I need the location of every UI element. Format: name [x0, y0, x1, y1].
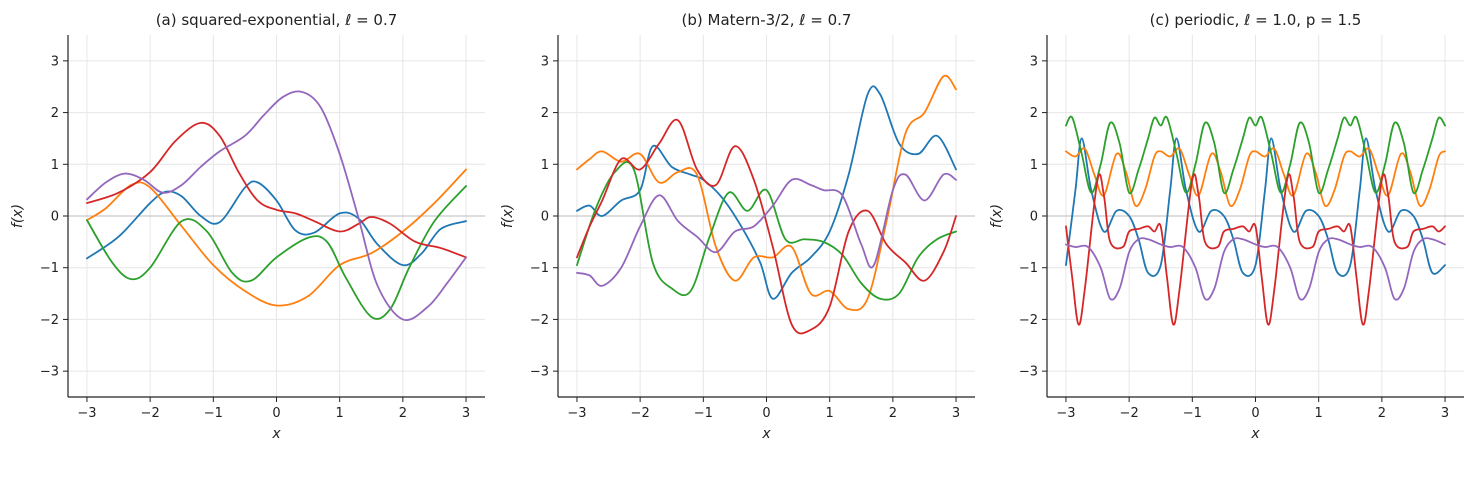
- y-tick-label: 2: [541, 106, 549, 121]
- series-line-5: [576, 172, 957, 287]
- x-tick-label: −3: [567, 406, 586, 421]
- y-tick-label: −2: [530, 313, 549, 328]
- x-tick-label: −1: [204, 406, 223, 421]
- y-tick-label: 1: [541, 158, 549, 173]
- x-tick-label: −2: [141, 406, 160, 421]
- x-axis-label: x: [1250, 426, 1260, 442]
- y-axis-label: f(x): [10, 204, 26, 228]
- x-tick-label: 0: [272, 406, 280, 421]
- series-line-3: [86, 185, 467, 320]
- series-line-4: [1065, 173, 1446, 326]
- y-tick-label: 2: [1030, 106, 1038, 121]
- x-tick-label: −2: [1120, 406, 1139, 421]
- x-tick-label: −3: [77, 406, 96, 421]
- series-line-3: [576, 161, 957, 301]
- y-tick-label: 3: [1030, 54, 1038, 69]
- y-tick-label: 0: [1030, 210, 1038, 225]
- y-tick-label: −3: [1019, 365, 1038, 380]
- series-line-4: [576, 118, 957, 335]
- x-tick-label: 3: [462, 406, 470, 421]
- series-line-2: [576, 74, 957, 312]
- y-tick-label: 1: [1030, 158, 1038, 173]
- y-axis-label: f(x): [989, 204, 1005, 228]
- y-tick-label: 0: [541, 210, 549, 225]
- y-tick-label: 0: [51, 210, 59, 225]
- y-axis-label: f(x): [500, 204, 516, 228]
- chart-title: (b) Matern-3/2, ℓ = 0.7: [682, 11, 852, 29]
- series-line-1: [576, 85, 957, 300]
- x-tick-label: 2: [889, 406, 897, 421]
- x-tick-label: 1: [1315, 406, 1323, 421]
- x-axis-label: x: [271, 426, 281, 442]
- panel-matern-3-2: −3 −2 −1 0 1 2 3 −3 −2 −1 0 1 2 3 (b) Matern-3/2, ℓ = …: [500, 11, 975, 442]
- series-line-1: [1065, 137, 1446, 277]
- chart-title: (a) squared-exponential, ℓ = 0.7: [156, 11, 398, 29]
- x-tick-label: 1: [336, 406, 344, 421]
- x-tick-label: −1: [694, 406, 713, 421]
- panel-squared-exponential: −3 −2 −1 0 1 2 3 −3 −2 −1 0 1 2 3 (a) squared-exponent…: [10, 11, 485, 442]
- panel-periodic: −3 −2 −1 0 1 2 3 −3 −2 −1 0 1 2 3 (c) periodic, ℓ = 1.…: [989, 11, 1464, 442]
- series-line-5: [1065, 237, 1446, 301]
- x-tick-label: −1: [1183, 406, 1202, 421]
- y-tick-label: −1: [530, 261, 549, 276]
- y-tick-label: −1: [40, 261, 59, 276]
- series-line-1: [86, 180, 467, 267]
- x-axis-label: x: [761, 426, 771, 442]
- x-tick-label: −2: [631, 406, 650, 421]
- x-tick-label: 0: [1251, 406, 1259, 421]
- x-tick-label: 3: [952, 406, 960, 421]
- x-tick-label: 3: [1441, 406, 1449, 421]
- y-tick-label: 1: [51, 158, 59, 173]
- series-group: [576, 74, 957, 335]
- x-tick-label: 2: [1378, 406, 1386, 421]
- y-tick-label: −2: [40, 313, 59, 328]
- y-tick-label: −3: [530, 365, 549, 380]
- y-tick-label: 3: [51, 54, 59, 69]
- x-tick-label: 2: [399, 406, 407, 421]
- y-tick-label: 3: [541, 54, 549, 69]
- x-tick-label: 0: [762, 406, 770, 421]
- series-line-5: [86, 90, 467, 322]
- series-group: [86, 90, 467, 322]
- chart-title: (c) periodic, ℓ = 1.0, p = 1.5: [1150, 11, 1362, 29]
- x-tick-label: 1: [826, 406, 834, 421]
- y-tick-label: −3: [40, 365, 59, 380]
- x-tick-label: −3: [1056, 406, 1075, 421]
- y-tick-label: 2: [51, 106, 59, 121]
- y-tick-label: −2: [1019, 313, 1038, 328]
- y-tick-label: −1: [1019, 261, 1038, 276]
- series-line-4: [86, 121, 467, 259]
- series-group: [1065, 115, 1446, 326]
